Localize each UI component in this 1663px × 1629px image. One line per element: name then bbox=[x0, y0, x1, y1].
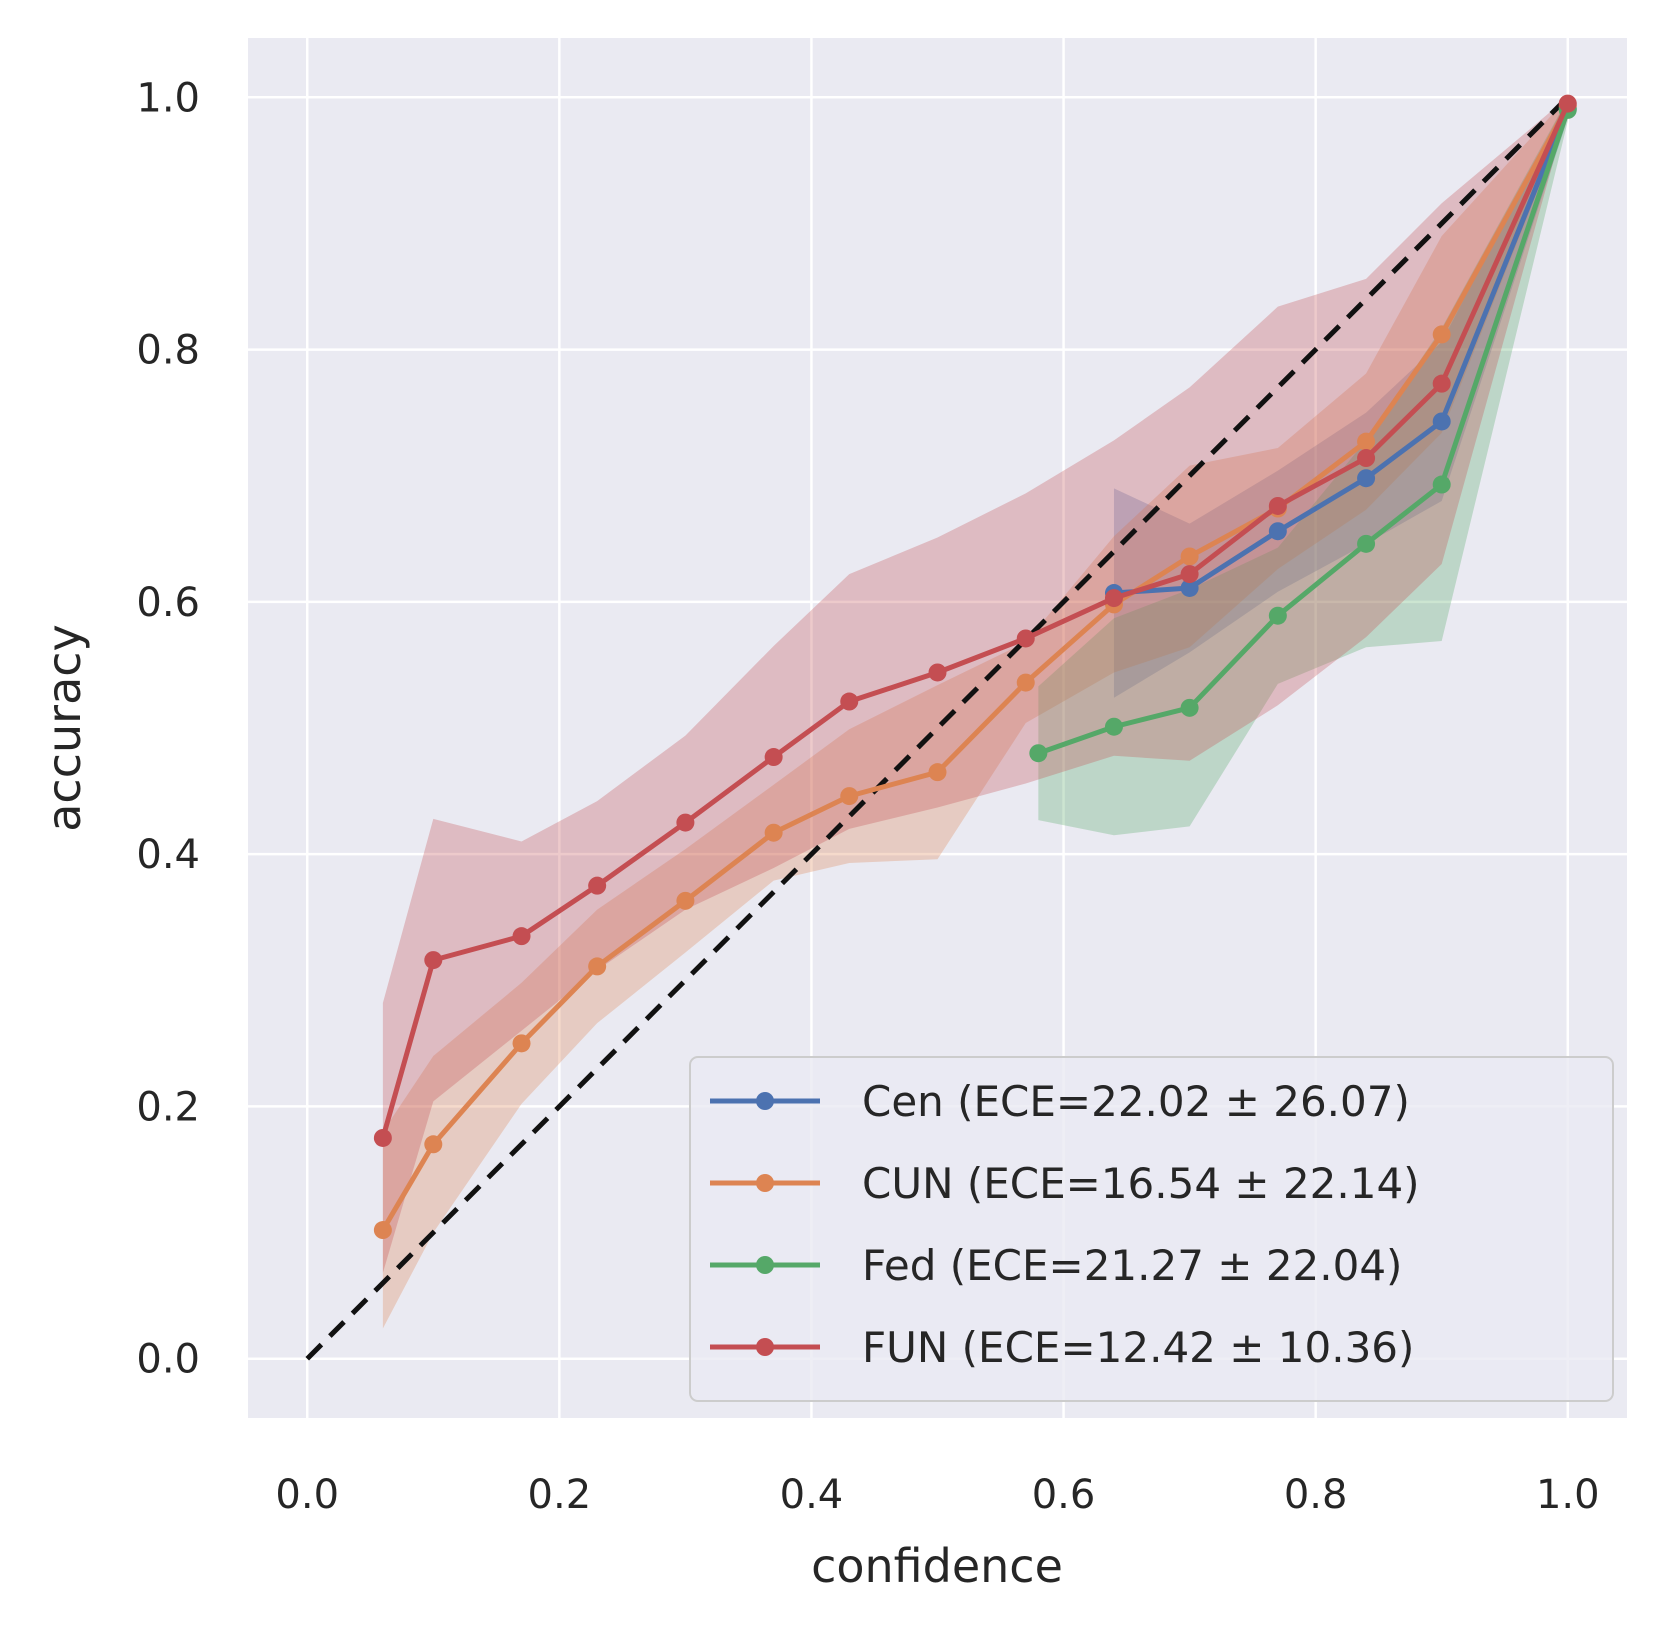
series-2-point-5 bbox=[1432, 475, 1451, 494]
series-1-point-4 bbox=[676, 891, 695, 910]
series-1-point-2 bbox=[512, 1034, 531, 1053]
x-tick-label-0: 0.0 bbox=[275, 1472, 339, 1518]
y-tick-label-2: 0.4 bbox=[136, 832, 200, 878]
y-tick-label-1: 0.2 bbox=[136, 1084, 200, 1130]
y-tick-label-5: 1.0 bbox=[136, 75, 200, 121]
x-tick-label-4: 0.8 bbox=[1284, 1472, 1348, 1518]
series-3-point-1 bbox=[424, 951, 443, 970]
series-3-point-10 bbox=[1180, 565, 1199, 584]
series-line-0 bbox=[1113, 107, 1571, 596]
tick-labels: 0.0 0.2 0.4 0.6 0.8 1.0 0.0 0.2 0.4 0.6 0.8 1.0 bbox=[136, 75, 1599, 1518]
series-1-point-10 bbox=[1180, 547, 1199, 566]
band-series-2 bbox=[1038, 98, 1568, 836]
series-1-point-3 bbox=[588, 957, 607, 976]
series-3-point-12 bbox=[1357, 449, 1376, 468]
legend-marker-0 bbox=[756, 1092, 774, 1110]
series-3-point-5 bbox=[764, 748, 783, 767]
series-3-point-14 bbox=[1558, 94, 1577, 113]
series-1-point-8 bbox=[1016, 673, 1035, 692]
series-0-point-3 bbox=[1357, 469, 1376, 488]
series-2-point-2 bbox=[1180, 698, 1199, 717]
y-tick-label-0: 0.0 bbox=[136, 1337, 200, 1383]
legend-marker-2 bbox=[756, 1256, 774, 1274]
series-1-point-7 bbox=[928, 763, 947, 782]
series-3-point-6 bbox=[840, 692, 859, 711]
series-lines bbox=[373, 94, 1577, 1240]
x-tick-label-1: 0.2 bbox=[528, 1472, 592, 1518]
series-2-point-3 bbox=[1268, 606, 1287, 625]
series-3-point-2 bbox=[512, 927, 531, 946]
y-axis-label: accuracy bbox=[37, 624, 91, 832]
reference-diagonal bbox=[305, 95, 1570, 1361]
legend-marker-3 bbox=[756, 1338, 774, 1356]
band-series-3 bbox=[382, 97, 1568, 1273]
legend-marker-1 bbox=[756, 1174, 774, 1192]
series-2-point-0 bbox=[1029, 744, 1048, 763]
series-3-point-9 bbox=[1104, 589, 1123, 608]
legend-label-2: Fed (ECE=21.27 ± 22.04) bbox=[862, 1241, 1402, 1290]
x-tick-label-2: 0.4 bbox=[780, 1472, 844, 1518]
series-0-point-2 bbox=[1268, 522, 1287, 541]
series-2-point-1 bbox=[1104, 717, 1123, 736]
series-3-point-4 bbox=[676, 813, 695, 832]
y-tick-label-3: 0.6 bbox=[136, 580, 200, 626]
series-0-point-1 bbox=[1180, 578, 1199, 597]
x-axis-label: confidence bbox=[811, 1539, 1063, 1593]
series-3-point-7 bbox=[928, 663, 947, 682]
series-3-point-3 bbox=[588, 876, 607, 895]
series-3-point-0 bbox=[373, 1128, 392, 1147]
series-0-point-4 bbox=[1432, 412, 1451, 431]
legend-box bbox=[689, 1056, 1614, 1402]
series-1-point-6 bbox=[840, 787, 859, 806]
series-3-point-8 bbox=[1016, 629, 1035, 648]
series-3-point-13 bbox=[1432, 374, 1451, 393]
series-1-point-12 bbox=[1357, 432, 1376, 451]
series-3-point-11 bbox=[1268, 496, 1287, 515]
series-1-point-0 bbox=[373, 1221, 392, 1240]
legend-label-1: CUN (ECE=16.54 ± 22.14) bbox=[862, 1159, 1420, 1208]
x-tick-label-3: 0.6 bbox=[1032, 1472, 1096, 1518]
series-1-point-13 bbox=[1432, 325, 1451, 344]
legend-label-0: Cen (ECE=22.02 ± 26.07) bbox=[862, 1077, 1410, 1126]
series-2-point-4 bbox=[1357, 534, 1376, 553]
legend-label-3: FUN (ECE=12.42 ± 10.36) bbox=[862, 1323, 1414, 1372]
band-series-1 bbox=[382, 97, 1568, 1329]
series-1-point-1 bbox=[424, 1135, 443, 1154]
reference-diagonal-line bbox=[305, 95, 1570, 1361]
series-1-point-5 bbox=[764, 823, 783, 842]
y-tick-label-4: 0.8 bbox=[136, 328, 200, 374]
x-tick-label-5: 1.0 bbox=[1536, 1472, 1600, 1518]
legend: Cen (ECE=22.02 ± 26.07) CUN (ECE=16.54 ± … bbox=[689, 1056, 1614, 1402]
